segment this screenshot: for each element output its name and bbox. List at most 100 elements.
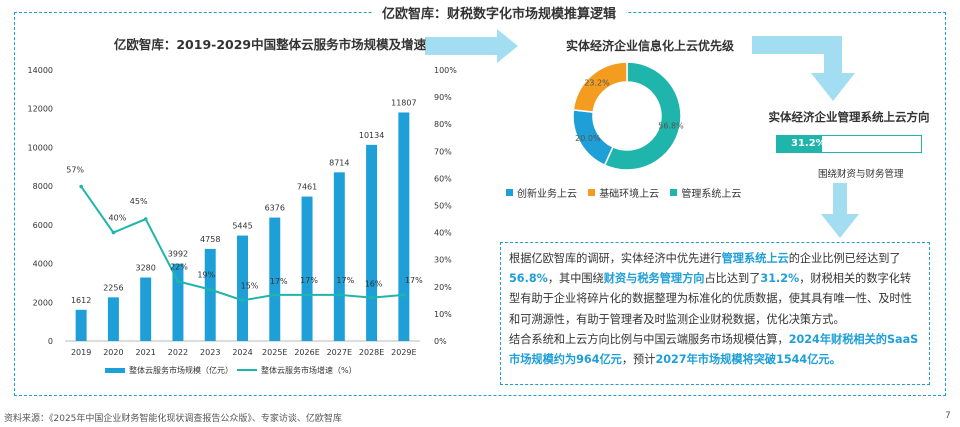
donut-slice-label: 56.8% — [658, 122, 684, 131]
bar-value-label: 4758 — [200, 235, 220, 244]
growth-point — [369, 295, 374, 300]
analysis-paragraph-1: 根据亿欧智库的调研，实体经济中优先进行管理系统上云的企业比例已经达到了 56.8%… — [509, 249, 921, 330]
x-tick-label: 2019 — [71, 348, 91, 357]
donut-legend-item: 基础环境上云 — [588, 185, 659, 200]
x-tick-label: 2028E — [359, 348, 384, 357]
y2-tick-label: 70% — [434, 147, 452, 156]
y2-tick-label: 40% — [434, 229, 452, 238]
combo-chart-title: 亿欧智库：2019-2029中国整体云服务市场规模及增速 — [113, 37, 427, 52]
y-tick-label: 0 — [48, 337, 53, 346]
body-text: 的企业比例已经达到了 — [788, 252, 901, 265]
growth-value-label: 15% — [241, 281, 259, 290]
highlight-text: 财资与税务管理方向 — [603, 272, 705, 286]
growth-value-label: 16% — [365, 280, 383, 289]
bar-value-label: 3992 — [168, 250, 188, 259]
bar — [172, 263, 184, 341]
y-tick-label: 6000 — [33, 221, 53, 230]
x-tick-label: 2027E — [327, 348, 352, 357]
legend-bar-label: 整体云服务市场规模（亿元） — [129, 365, 233, 375]
y2-tick-label: 50% — [434, 202, 452, 211]
bar — [75, 309, 87, 341]
bar-value-label: 1612 — [71, 296, 91, 305]
growth-value-label: 57% — [66, 166, 84, 175]
growth-point — [337, 293, 342, 297]
growth-value-label: 22% — [170, 262, 188, 271]
growth-value-label: 17% — [336, 276, 354, 285]
x-tick-label: 2025E — [262, 348, 287, 357]
y-tick-label: 2000 — [33, 298, 53, 307]
bar-value-label: 7461 — [297, 183, 317, 192]
bar — [269, 217, 281, 341]
y2-tick-label: 60% — [434, 174, 452, 183]
y-tick-label: 14000 — [28, 66, 53, 75]
donut-slice — [572, 61, 628, 113]
bar-value-label: 6376 — [265, 204, 285, 213]
y-tick-label: 4000 — [33, 260, 53, 269]
highlight-text: 31.2% — [760, 272, 800, 286]
bar — [204, 248, 216, 341]
donut-slice-label: 20.0% — [575, 134, 601, 143]
highlight-text: 56.8% — [509, 272, 548, 286]
x-tick-label: 2022 — [168, 348, 188, 357]
body-text: ，其中围绕 — [547, 272, 604, 286]
legend-line-label: 整体云服务市场增速（%） — [261, 365, 357, 375]
growth-value-label: 45% — [130, 197, 148, 206]
donut-slice — [603, 61, 682, 171]
y-tick-label: 10000 — [28, 143, 53, 152]
growth-value-label: 40% — [109, 214, 127, 223]
bar-value-label: 11807 — [391, 98, 416, 107]
y2-tick-label: 80% — [434, 120, 452, 129]
bar-value-label: 3280 — [136, 264, 156, 273]
analysis-text-box: 根据亿欧智库的调研，实体经济中优先进行管理系统上云的企业比例已经达到了 56.8%… — [500, 242, 930, 385]
body-text: ，财税相关的数字化转型有助于企业将碎片化的数据整理为标准化的优质数据，使其具有唯… — [509, 272, 912, 326]
y2-tick-label: 20% — [434, 283, 452, 292]
y2-tick-label: 10% — [434, 310, 452, 319]
source-footer: 资料来源：《2025年中国企业财务智能化现状调查报告公众版》、专家访谈、亿欧智库 — [4, 414, 342, 424]
y2-tick-label: 100% — [434, 66, 457, 75]
page-number: 7 — [945, 411, 951, 421]
bar — [237, 235, 248, 341]
bar — [140, 277, 152, 341]
y2-tick-label: 30% — [434, 256, 452, 265]
mgmt-direction-title: 实体经济企业管理系统上云方向 — [768, 110, 930, 124]
x-tick-label: 2021 — [136, 348, 156, 357]
x-tick-label: 2026E — [294, 348, 319, 357]
mgmt-progress-bar: 31.2% — [776, 135, 922, 153]
body-text: 占比达到了 — [704, 272, 761, 286]
body-text: 结合系统和上云方向比例与中国云端服务市场规模估算， — [509, 332, 789, 346]
bar-value-label: 10134 — [359, 131, 384, 140]
donut-legend-item: 管理系统上云 — [670, 185, 741, 200]
growth-point — [305, 293, 309, 297]
x-tick-label: 2020 — [103, 348, 123, 357]
arrow-down-icon — [821, 183, 859, 238]
growth-point — [176, 279, 180, 284]
mgmt-progress-label: 31.2% — [791, 138, 826, 149]
growth-point — [240, 298, 245, 303]
mgmt-caption: 围绕财资与财务管理 — [818, 169, 904, 180]
donut-legend-item: 创新业务上云 — [506, 185, 577, 200]
growth-point — [79, 184, 83, 189]
growth-value-label: 17% — [300, 276, 318, 285]
donut-chart-title: 实体经济企业信息化上云优先级 — [565, 39, 734, 53]
growth-point — [402, 293, 406, 297]
highlight-text: 2027年市场规模将突破1544亿元。 — [655, 353, 841, 367]
frame-title: 亿欧智库：财税数字化市场规模推算逻辑 — [372, 3, 627, 22]
bar — [301, 196, 313, 341]
y2-tick-label: 90% — [434, 93, 452, 102]
bar — [107, 297, 119, 341]
analysis-paragraph-2: 结合系统和上云方向比例与中国云端服务市场规模估算，2024年财税相关的SaaS市… — [509, 330, 921, 370]
growth-point — [272, 293, 277, 297]
body-text: ，预计 — [621, 353, 656, 367]
growth-value-label: 19% — [197, 271, 215, 280]
y-tick-label: 12000 — [28, 105, 53, 114]
highlight-text: 管理系统上云 — [721, 252, 789, 265]
growth-point — [143, 217, 148, 221]
y2-tick-label: 0% — [434, 337, 447, 346]
bar — [366, 144, 378, 341]
bar — [398, 112, 410, 341]
arrow-bend-icon — [752, 36, 855, 101]
highlight-text: 2024年财税相关的SaaS市场规模约为964亿元 — [509, 332, 919, 367]
donut-slice-label: 23.2% — [584, 78, 610, 87]
